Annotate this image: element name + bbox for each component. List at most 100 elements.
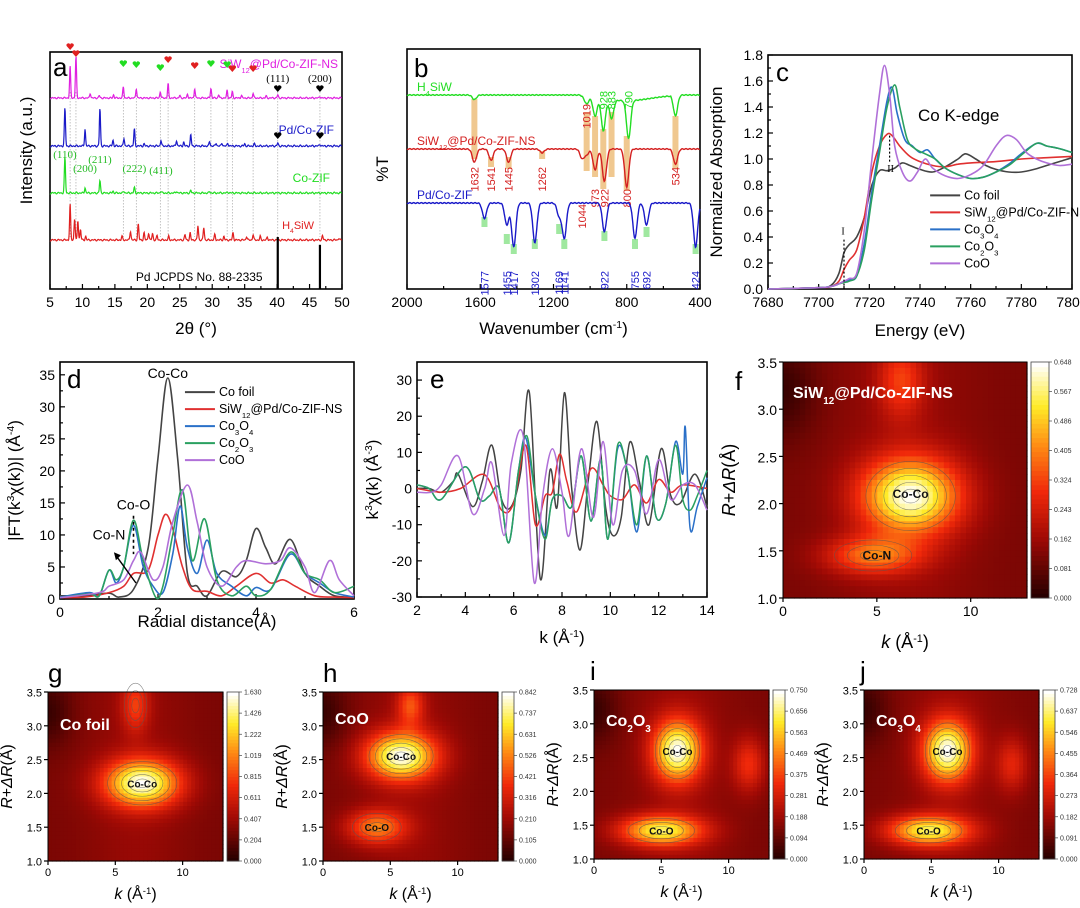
heatmap-cell — [454, 704, 459, 710]
heatmap-cell — [1010, 391, 1017, 398]
heatmap-cell — [1015, 539, 1023, 546]
heatmap-cell — [55, 789, 61, 794]
heatmap-cell — [993, 362, 1000, 369]
heatmap-cell — [1021, 586, 1028, 593]
heatmap-cell — [330, 704, 336, 710]
heatmap-cell — [183, 746, 188, 752]
heatmap-cell — [949, 533, 956, 540]
heatmap-cell — [494, 742, 499, 748]
heatmap-cell — [175, 839, 180, 845]
heatmap-cell — [877, 480, 884, 487]
heatmap-cell — [119, 768, 125, 773]
heatmap-cell — [374, 734, 380, 740]
heatmap-cell — [827, 574, 834, 581]
heatmap-cell — [179, 822, 184, 828]
heatmap-cell — [954, 574, 962, 581]
heatmap-cell — [977, 550, 984, 558]
heatmap-cell — [988, 562, 995, 570]
heatmap-cell — [115, 759, 121, 765]
colorbar-cell — [1031, 456, 1049, 462]
heatmap-cell — [1021, 562, 1028, 570]
heatmap-cell — [954, 391, 962, 398]
heatmap-cell — [67, 797, 73, 803]
heatmap-cell — [119, 835, 125, 841]
heatmap-cell — [167, 814, 172, 820]
peak-label: 1632 — [469, 167, 481, 191]
heatmap-cell — [167, 692, 172, 697]
heatmap-cell — [151, 818, 156, 824]
heatmap-cell — [111, 844, 117, 849]
heatmap-cell — [410, 725, 416, 731]
heatmap-cell — [378, 704, 384, 710]
heatmap-cell — [111, 797, 117, 803]
heatmap-cell — [888, 533, 895, 540]
heatmap-cell — [119, 831, 125, 837]
heatmap-cell — [905, 397, 912, 404]
bond-annotation: Co-O — [117, 496, 151, 512]
heatmap-cell — [783, 391, 790, 398]
heatmap-cell — [123, 784, 129, 790]
heatmap-cell — [95, 734, 101, 740]
heatmap-cell — [866, 403, 873, 410]
heatmap-cell — [1004, 580, 1011, 587]
heatmap-cell — [123, 725, 129, 731]
heatmap-cell — [1004, 426, 1011, 434]
heatmap-cell — [59, 801, 65, 807]
heatmap-cell — [143, 759, 149, 765]
heatmap-cell — [171, 784, 176, 790]
heatmap-cell — [402, 700, 408, 706]
panel-label: d — [67, 364, 81, 394]
heatmap-cell — [871, 509, 878, 516]
heatmap-cell — [478, 742, 483, 748]
heatmap-cell — [844, 367, 851, 375]
heatmap-cell — [55, 784, 61, 790]
heatmap-cell — [988, 586, 995, 593]
heatmap-cell — [982, 438, 989, 446]
heatmap-cell — [410, 704, 416, 710]
heatmap-cell — [1021, 385, 1028, 393]
heatmap-cell — [977, 444, 984, 452]
heatmap-cell — [888, 515, 895, 522]
heatmap-cell — [490, 692, 495, 697]
heatmap-cell — [95, 839, 101, 845]
heatmap-cell — [805, 409, 812, 416]
heatmap-cell — [1021, 539, 1028, 546]
heatmap-cell — [48, 789, 53, 794]
heatmap-cell — [999, 580, 1006, 587]
heatmap-cell — [816, 462, 823, 469]
heatmap-cell — [888, 539, 895, 546]
heatmap-cell — [450, 713, 455, 718]
heatmap-cell — [927, 592, 934, 599]
heatmap-cell — [139, 827, 145, 833]
heatmap-cell — [430, 746, 435, 752]
heatmap-cell — [418, 725, 424, 731]
heatmap-cell — [167, 734, 172, 740]
x-tick-label: 7700 — [803, 294, 834, 310]
heatmap-cell — [799, 539, 806, 546]
heatmap-cell — [95, 708, 101, 714]
heatmap-cell — [426, 768, 431, 773]
heatmap-cell — [211, 793, 216, 799]
heatmap-cell — [482, 730, 487, 735]
heatmap-cell — [191, 700, 196, 706]
heatmap-cell — [382, 763, 388, 769]
heatmap-cell — [788, 568, 795, 575]
heatmap-cell — [888, 379, 895, 387]
heatmap-cell — [783, 562, 790, 570]
heatmap-cell — [827, 391, 834, 398]
heatmap-cell — [844, 462, 851, 469]
heatmap-cell — [971, 462, 978, 469]
heatmap-cell — [143, 700, 149, 706]
heatmap-cell — [195, 746, 200, 752]
heatmap-cell — [474, 738, 479, 744]
heatmap-cell — [888, 527, 895, 534]
heatmap-cell — [107, 818, 113, 824]
heatmap-cell — [943, 515, 950, 522]
heatmap-cell — [179, 780, 184, 786]
heatmap-cell — [135, 780, 141, 786]
heatmap-cell — [1015, 485, 1023, 493]
heatmap-cell — [71, 835, 77, 841]
heatmap-cell — [988, 556, 995, 564]
heatmap-cell — [949, 491, 956, 499]
heatmap-cell — [438, 763, 443, 769]
